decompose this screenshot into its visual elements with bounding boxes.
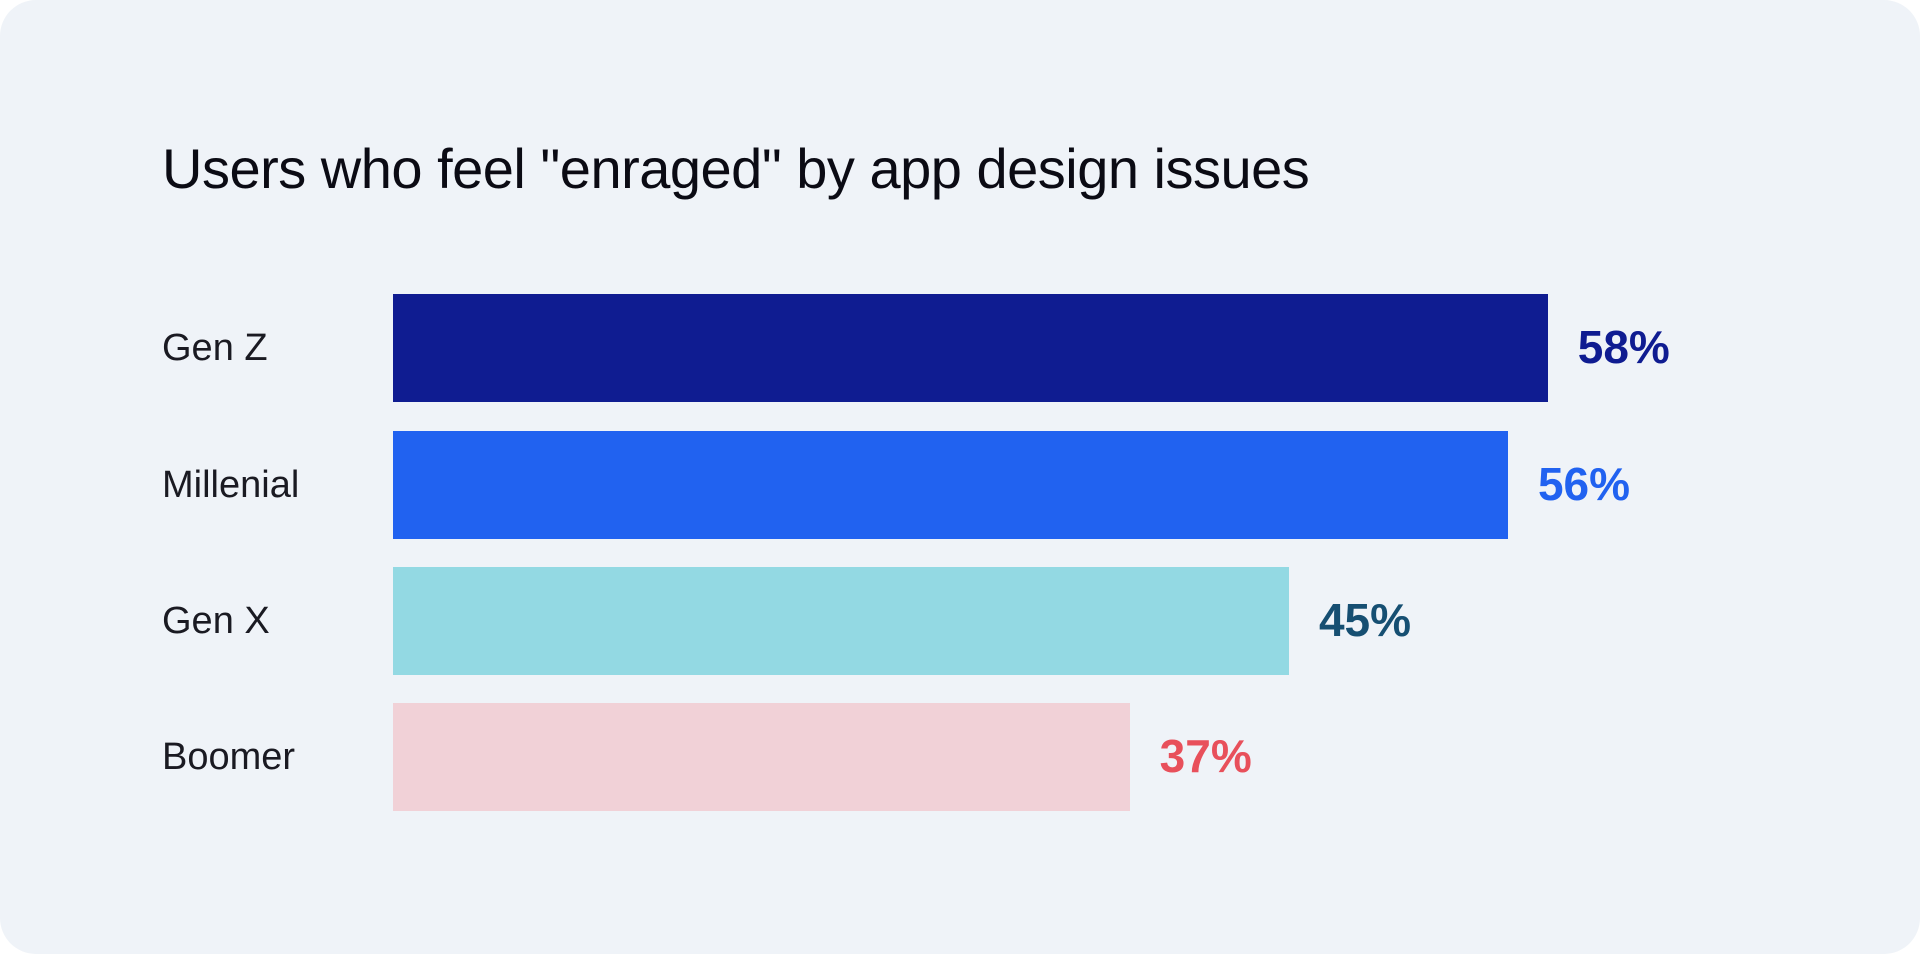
category-label: Gen Z [162,327,268,369]
value-label: 37% [1159,730,1252,782]
value-label: 45% [1318,594,1412,646]
category-label: Millenial [162,464,300,506]
bar [393,431,1508,539]
category-label: Gen X [162,600,270,642]
chart-title: Users who feel "enraged" by app design i… [162,137,1310,200]
bar [393,703,1130,811]
bar [393,294,1548,402]
value-label: 58% [1577,321,1670,373]
bar [393,567,1289,675]
value-label: 56% [1537,458,1631,510]
category-label: Boomer [162,736,296,778]
